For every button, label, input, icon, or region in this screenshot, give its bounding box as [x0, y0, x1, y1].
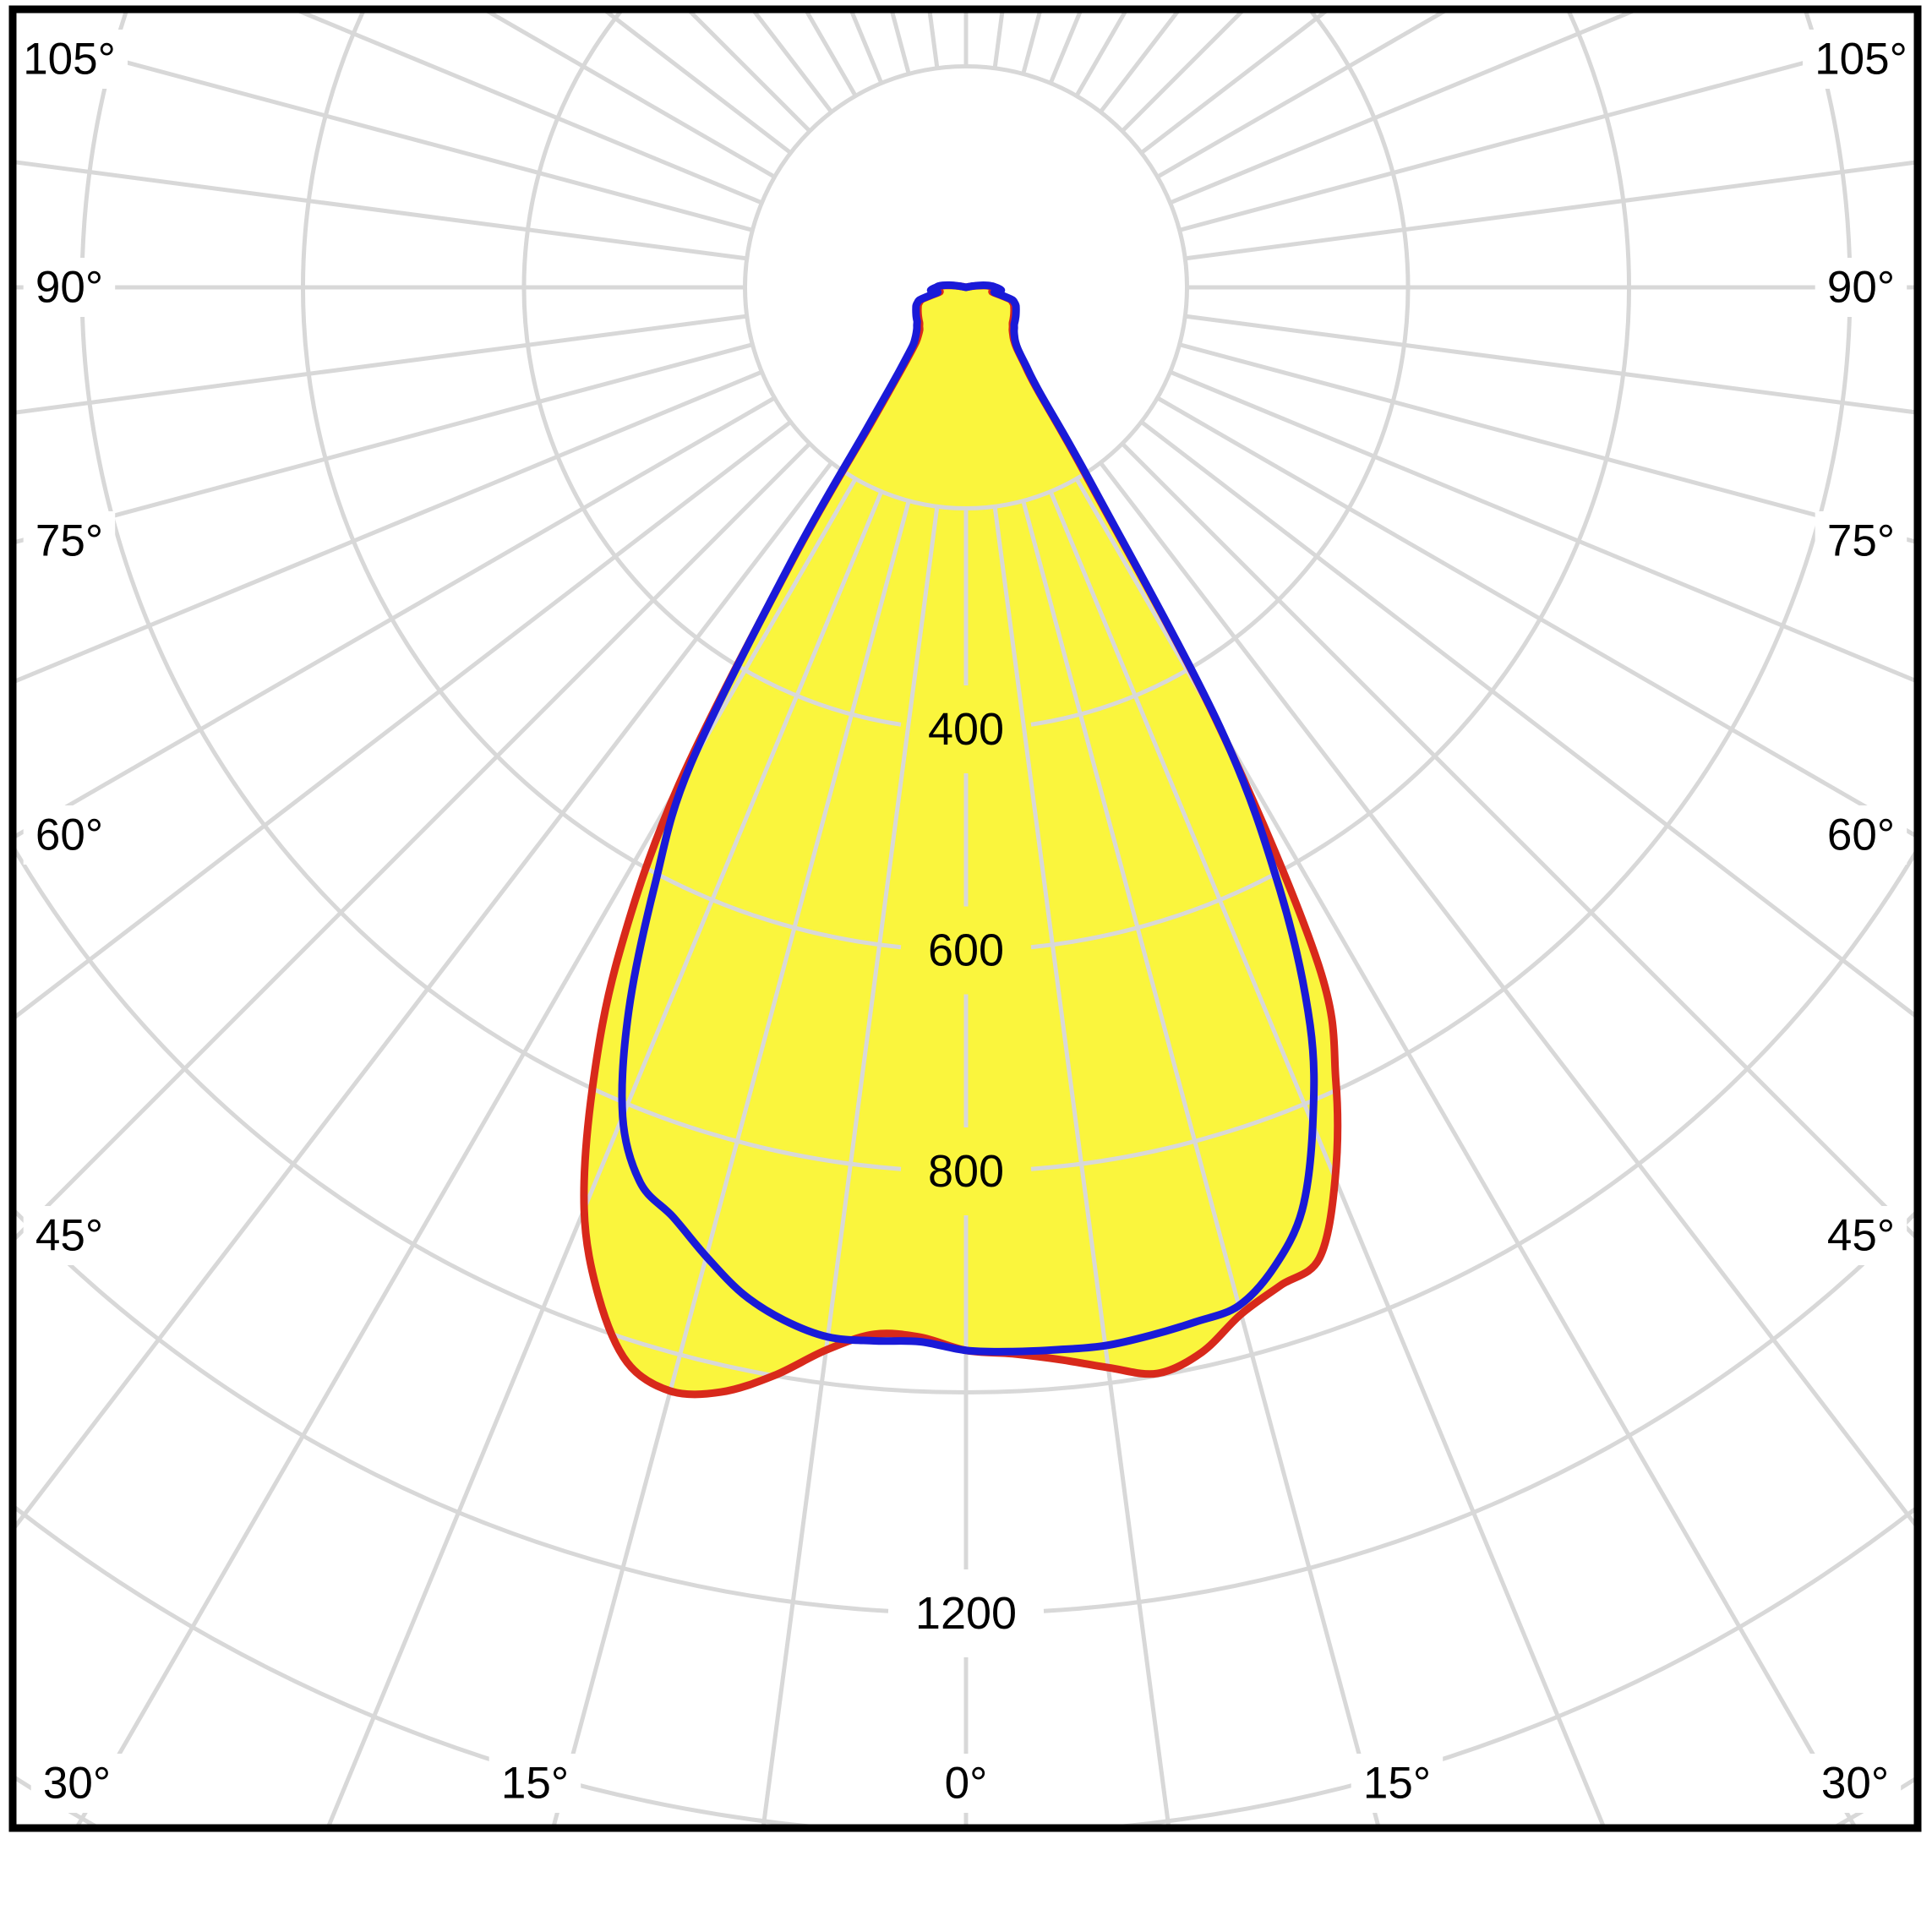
angle-label-mask: [1351, 1754, 1444, 1813]
ring-label-1200: 1200: [915, 1588, 1017, 1639]
angle-label-mask: [23, 511, 116, 570]
angle-label-mask: [1815, 258, 1907, 317]
angle-label: 60°: [35, 810, 103, 860]
angle-label: 15°: [1363, 1759, 1431, 1809]
plot-frame: [8, 5, 1922, 1832]
angle-label: 90°: [1827, 263, 1895, 313]
angle-label: 30°: [43, 1759, 111, 1809]
angle-label-mask: [1815, 1206, 1907, 1265]
ring-label-600: 600: [928, 925, 1004, 976]
angle-labels: 105° 90° 75° 60° 45° 105° 90° 75° 60° 45° 30° 15° 0°…: [16, 30, 1914, 1813]
angle-label: 30°: [1821, 1759, 1889, 1809]
angle-label-mask: [1815, 805, 1907, 865]
angle-label: 15°: [501, 1759, 569, 1809]
angle-label: 0°: [945, 1759, 988, 1809]
angle-label: 90°: [35, 263, 103, 313]
angle-label: 45°: [1827, 1211, 1895, 1261]
angle-label-mask: [23, 258, 116, 317]
angle-label-mask: [1803, 30, 1914, 89]
angle-label-mask: [16, 30, 128, 89]
angle-label: 60°: [1827, 810, 1895, 860]
ring-labels: 400 600 800 1200: [915, 704, 1017, 1639]
angle-label: 75°: [1827, 516, 1895, 566]
angle-label-mask: [23, 805, 116, 865]
angle-label-mask: [23, 1206, 116, 1265]
angle-label-mask: [932, 1754, 1000, 1813]
angle-label-mask: [30, 1754, 123, 1813]
blue-curve: [618, 281, 1318, 1356]
angle-label-mask: [1815, 511, 1907, 570]
angle-label: 75°: [35, 516, 103, 566]
angle-label-mask: [1809, 1754, 1902, 1813]
angle-label: 105°: [1815, 35, 1907, 85]
angle-label: 45°: [35, 1211, 103, 1261]
angle-label: 105°: [23, 35, 116, 85]
ring-label-800: 800: [928, 1146, 1004, 1197]
ring-label-400: 400: [928, 704, 1004, 755]
angle-label-mask: [488, 1754, 581, 1813]
